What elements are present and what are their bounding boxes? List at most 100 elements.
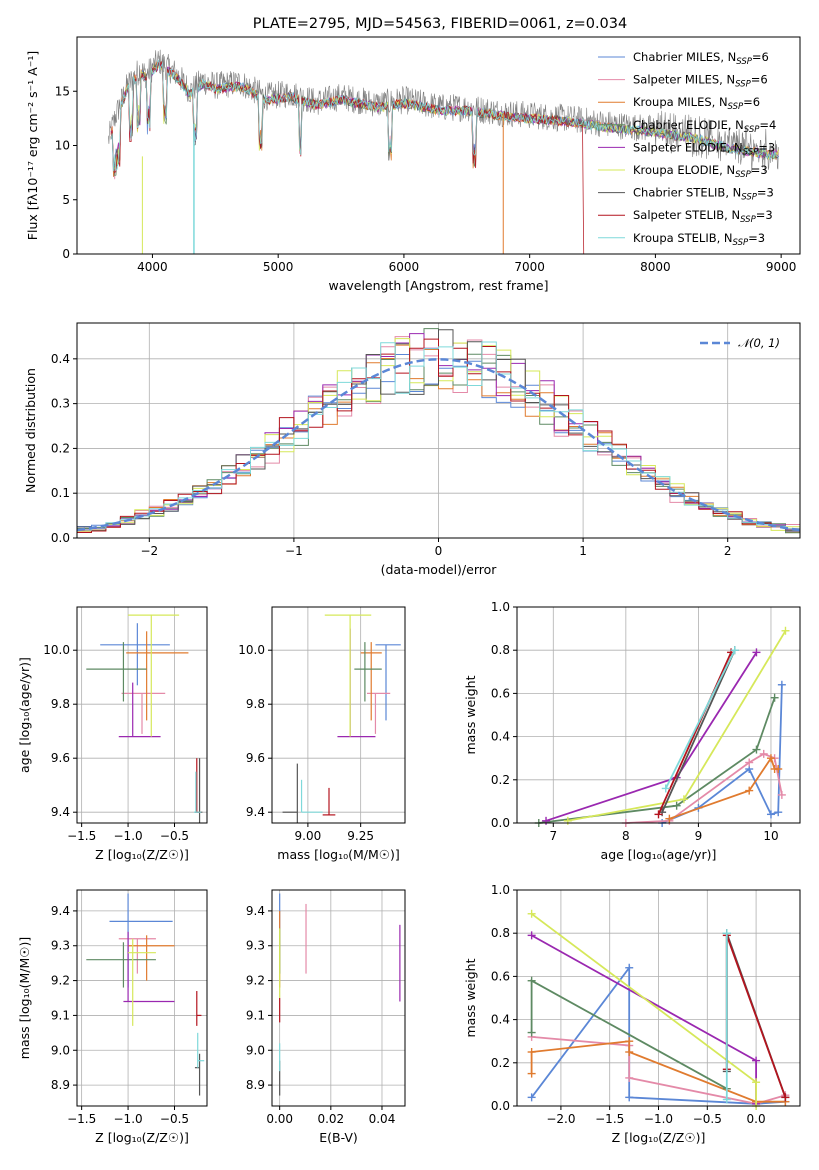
errorbar-kroupa-stelib	[194, 771, 202, 813]
y-tick-label: 1.0	[491, 600, 510, 614]
axes-frame	[271, 889, 406, 1107]
y-tick-label: 9.6	[51, 751, 70, 765]
legend-subscript: SSP	[744, 125, 760, 135]
y-tick-label: 10.0	[238, 643, 265, 657]
weight-marker	[661, 784, 670, 793]
x-tick-label: −1.5	[595, 1112, 624, 1126]
x-tick-label: −1.0	[114, 1112, 143, 1126]
y-tick-label: 0.4	[491, 730, 510, 744]
x-tick-label: 9.25	[347, 829, 374, 843]
legend-count: =6	[752, 50, 769, 64]
y-axis-label: Normed distribution	[23, 368, 38, 493]
y-tick-label: 0	[62, 247, 70, 261]
y-tick-label: 8.9	[246, 1078, 265, 1092]
errorbar-salpeter-miles	[367, 692, 391, 734]
errorbar-chabrier-elodie	[86, 642, 147, 702]
weight-marker	[777, 680, 786, 689]
x-tick-label: 9	[695, 829, 703, 843]
weight-marker	[766, 754, 775, 763]
legend-subscript: SSP	[735, 80, 751, 90]
legend-count: =6	[751, 73, 768, 87]
spectrum-panel: 4000 5000 6000 7000 8000 9000 0 5 10 15 wavelength…	[25, 36, 801, 293]
x-tick-label: 0.02	[317, 1112, 344, 1126]
errorbar-kroupa-elodie	[128, 614, 180, 737]
weight-marker	[759, 749, 768, 758]
errorbar-salpeter-elodie	[337, 628, 376, 738]
y-tick-label: 9.4	[51, 805, 70, 819]
residual-histogram-kroupa-stelib	[77, 341, 800, 531]
x-tick-label: −1	[285, 544, 303, 558]
weight-marker	[745, 786, 754, 795]
weight-marker	[527, 909, 536, 918]
x-tick-label: −0.5	[160, 1112, 189, 1126]
x-tick-label: 10	[763, 829, 778, 843]
x-tick-label: −2	[140, 544, 158, 558]
errorbar-salpeter-elodie	[118, 682, 161, 738]
weight-marker	[774, 808, 783, 817]
errorbar-kroupa-elodie	[128, 938, 156, 1026]
errorbar-kroupa-stelib	[300, 779, 323, 813]
axes-frame	[516, 606, 801, 824]
x-tick-label: 0	[435, 544, 443, 558]
x-tick-label: 8000	[640, 260, 671, 274]
legend-label: Chabrier ELODIE, NSSP=4	[633, 118, 776, 135]
errorbar-chabrier-elodie	[354, 642, 382, 702]
y-tick-label: 10	[55, 139, 70, 153]
x-tick-label: 0.00	[266, 1112, 293, 1126]
age-vs-mass-panel: 9.00 9.25 9.4 9.6 9.8 10.0 mass [log₁₀(M/M☉)]	[238, 606, 406, 862]
y-tick-label: 9.6	[246, 751, 265, 765]
weight-marker	[730, 646, 739, 655]
y-tick-label: 9.4	[246, 805, 265, 819]
errorbar-chabrier-elodie	[86, 942, 156, 988]
legend-subscript: SSP	[741, 193, 757, 203]
weight-line-chabrier-stelib	[661, 649, 736, 813]
errorbar-kroupa-miles	[128, 935, 175, 981]
mass-vs-ebv-panel: 0.00 0.02 0.04 8.9 9.0 9.1 9.2 9.3 9.4 E(B-V)	[246, 889, 406, 1145]
y-tick-label: 0.3	[51, 397, 70, 411]
weight-marker	[625, 1037, 634, 1046]
weight-line-kroupa-stelib	[664, 649, 736, 789]
age-vs-Z-plot-area	[86, 614, 203, 823]
weight-marker	[672, 801, 681, 810]
weight-marker	[781, 1093, 790, 1102]
legend-label: Kroupa MILES, NSSP=6	[633, 95, 760, 112]
legend-subscript: SSP	[733, 238, 749, 248]
x-tick-label: 1	[579, 544, 587, 558]
legend-count: =3	[757, 186, 774, 200]
weight-line-salpeter-stelib	[657, 652, 732, 815]
y-tick-label: 9.8	[246, 697, 265, 711]
y-tick-label: 0.2	[491, 1056, 510, 1070]
weight-marker	[527, 1093, 536, 1102]
legend-count: =3	[756, 208, 773, 222]
legend-label: Salpeter MILES, NSSP=6	[633, 73, 768, 90]
errorbar-salpeter-elodie	[123, 931, 175, 1003]
model-spectrum-salpeter-stelib	[110, 60, 585, 254]
y-tick-label: 0.1	[51, 486, 70, 500]
x-tick-label: −1.5	[67, 829, 96, 843]
age-vs-mass-plot-area	[282, 614, 401, 823]
errorbar-kroupa-miles	[126, 631, 189, 721]
x-axis-label: wavelength [Angstrom, rest frame]	[328, 278, 548, 293]
errorbar-kroupa-stelib	[197, 1032, 205, 1068]
x-axis-label: mass [log₁₀(M/M☉)]	[277, 847, 399, 862]
x-axis-label: Z [log₁₀(Z/Z☉)]	[612, 1130, 706, 1145]
axes-frame	[76, 606, 208, 824]
weight-marker	[752, 1056, 761, 1065]
y-tick-label: 0.8	[491, 926, 510, 940]
x-tick-label: −1.0	[114, 829, 143, 843]
y-tick-label: 9.0	[51, 1043, 70, 1057]
legend-label: Chabrier STELIB, NSSP=3	[633, 186, 774, 203]
x-tick-label: 7	[549, 829, 557, 843]
weight-marker	[770, 693, 779, 702]
weight-marker	[679, 795, 688, 804]
weight-marker	[752, 745, 761, 754]
y-tick-label: 9.2	[246, 974, 265, 988]
y-tick-label: 0.0	[491, 816, 510, 830]
spectrum-plot-area	[108, 49, 779, 254]
weight-vs-Z-panel: −2.0 −1.5 −1.0 −0.5 0.0 0.0 0.2 0.4 0.6 0.8 1.0 Z […	[463, 883, 801, 1145]
x-tick-label: 9.00	[295, 829, 322, 843]
y-tick-label: 0.8	[491, 643, 510, 657]
weight-line-chabrier-elodie	[538, 697, 776, 824]
weight-marker	[625, 1073, 634, 1082]
